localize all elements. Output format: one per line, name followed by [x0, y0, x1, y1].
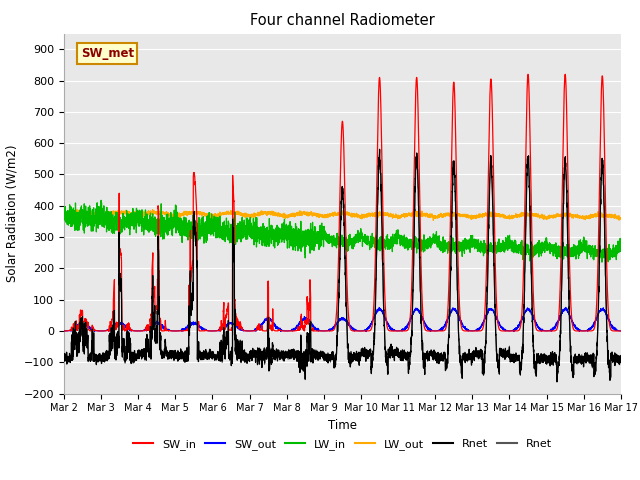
Text: SW_met: SW_met	[81, 47, 134, 60]
Legend: SW_in, SW_out, LW_in, LW_out, Rnet, Rnet: SW_in, SW_out, LW_in, LW_out, Rnet, Rnet	[129, 435, 556, 455]
Y-axis label: Solar Radiation (W/m2): Solar Radiation (W/m2)	[5, 145, 18, 282]
Title: Four channel Radiometer: Four channel Radiometer	[250, 13, 435, 28]
X-axis label: Time: Time	[328, 419, 357, 432]
